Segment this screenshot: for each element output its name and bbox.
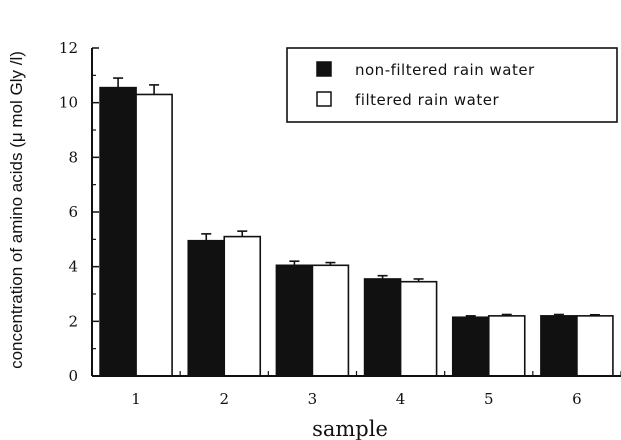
x-tick-label: 6 xyxy=(572,390,582,408)
bar-filtered xyxy=(223,235,262,377)
legend-box xyxy=(286,47,618,123)
bar-non-filtered xyxy=(451,316,490,377)
y-tick-label: 12 xyxy=(59,39,78,57)
bar-non-filtered xyxy=(99,86,137,377)
y-tick-label: 4 xyxy=(68,258,78,276)
x-axis-title: sample xyxy=(312,417,388,440)
bar-filtered xyxy=(311,264,350,377)
bar-non-filtered xyxy=(540,315,578,377)
y-axis-title: concentration of amino acids (μ mol Gly … xyxy=(7,51,26,369)
legend-label-non-filtered: non-filtered rain water xyxy=(355,61,535,79)
x-tick-label: 5 xyxy=(484,390,494,408)
legend-label-filtered: filtered rain water xyxy=(355,91,499,109)
y-tick-label: 2 xyxy=(68,312,78,330)
x-tick-label: 3 xyxy=(308,390,318,408)
y-tick-label: 6 xyxy=(68,203,78,221)
x-axis: 1 2 3 4 5 6 xyxy=(92,371,621,408)
plot-area xyxy=(99,77,614,377)
legend-swatch-filtered xyxy=(316,91,332,107)
y-tick-label: 0 xyxy=(68,367,78,385)
y-tick-label: 8 xyxy=(68,148,78,166)
bar-non-filtered xyxy=(187,239,226,377)
x-tick-label: 1 xyxy=(131,390,141,408)
legend: non-filtered rain water filtered rain wat… xyxy=(286,47,618,123)
bar-non-filtered xyxy=(275,264,314,377)
legend-swatch-non-filtered xyxy=(316,61,332,77)
x-tick-label: 4 xyxy=(396,390,406,408)
x-tick-label: 2 xyxy=(219,390,229,408)
bar-filtered xyxy=(399,280,438,377)
bar-filtered xyxy=(487,315,526,377)
bar-filtered xyxy=(576,315,614,377)
y-axis: 0 2 4 6 8 10 12 xyxy=(59,39,99,385)
bar-non-filtered xyxy=(363,278,402,377)
y-tick-label: 10 xyxy=(59,94,78,112)
bar-filtered xyxy=(135,93,173,377)
